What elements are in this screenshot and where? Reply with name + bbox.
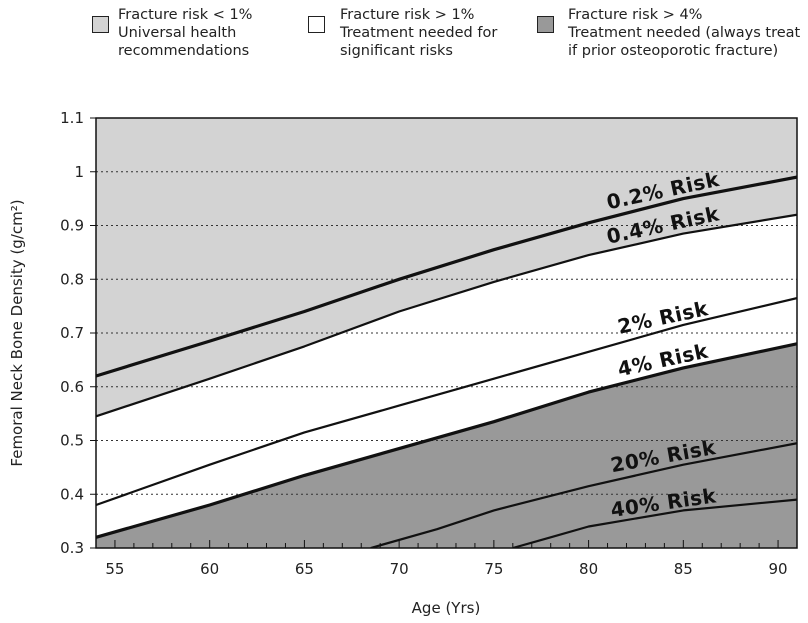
x-tick-label-3: 70 <box>390 560 409 578</box>
y-tick-label-2: 0.5 <box>60 432 84 450</box>
legend-item-high-risk: Fracture risk > 4% Treatment needed (alw… <box>568 6 800 60</box>
legend-item-medium-risk: Fracture risk > 1% Treatment needed for … <box>340 6 497 60</box>
legend-high-line1: Fracture risk > 4% <box>568 7 703 23</box>
legend-swatch-high-risk <box>537 16 554 33</box>
legend-low-line3: recommendations <box>118 43 250 59</box>
legend-high-line2: Treatment needed (always treat <box>568 25 801 41</box>
risk-curve-0 <box>96 175 797 378</box>
risk-curve-4 <box>370 442 797 548</box>
x-tick-label-5: 80 <box>579 560 598 578</box>
legend-low-line2: Universal health <box>118 25 237 41</box>
x-axis-title: Age (Yrs) <box>412 599 481 617</box>
y-tick-label-7: 1 <box>74 163 84 181</box>
x-axis: 55 60 65 70 75 80 85 90 <box>95 540 798 578</box>
x-tick-label-7: 90 <box>769 560 788 578</box>
x-tick-label-1: 60 <box>200 560 219 578</box>
y-tick-label-4: 0.7 <box>60 324 84 342</box>
legend-medium-line2: Treatment needed for <box>340 25 498 41</box>
y-tick-label-1: 0.4 <box>60 485 84 503</box>
risk-curve-5 <box>512 498 797 548</box>
risk-curves <box>96 175 797 548</box>
x-tick-label-6: 85 <box>674 560 693 578</box>
x-tick-label-2: 65 <box>295 560 314 578</box>
legend-swatch-low-risk <box>92 16 109 33</box>
legend-medium-line3: significant risks <box>340 43 453 59</box>
y-axis-title: Femoral Neck Bone Density (g/cm²) <box>8 199 26 466</box>
x-tick-label-4: 75 <box>484 560 503 578</box>
legend-low-line1: Fracture risk < 1% <box>118 7 253 23</box>
risk-curve-1 <box>96 213 797 418</box>
y-tick-label-0: 0.3 <box>60 539 84 557</box>
y-tick-label-3: 0.6 <box>60 378 84 396</box>
risk-curve-2 <box>96 297 797 507</box>
legend-high-line3: if prior osteoporotic fracture) <box>568 43 779 59</box>
grid-lines <box>96 171 797 495</box>
risk-curve-3 <box>96 342 797 539</box>
band-high-risk <box>96 343 797 548</box>
risk-bands <box>96 214 797 548</box>
y-axis: 0.3 0.4 0.5 0.6 0.7 0.8 0.9 1 1.1 <box>60 109 96 557</box>
legend-swatch-medium-risk <box>308 16 325 33</box>
legend-item-low-risk: Fracture risk < 1% Universal health reco… <box>118 6 252 60</box>
legend-medium-line1: Fracture risk > 1% <box>340 7 475 23</box>
x-tick-label-0: 55 <box>105 560 124 578</box>
y-tick-label-5: 0.8 <box>60 270 84 288</box>
y-tick-label-6: 0.9 <box>60 217 84 235</box>
y-tick-label-8: 1.1 <box>60 109 84 127</box>
